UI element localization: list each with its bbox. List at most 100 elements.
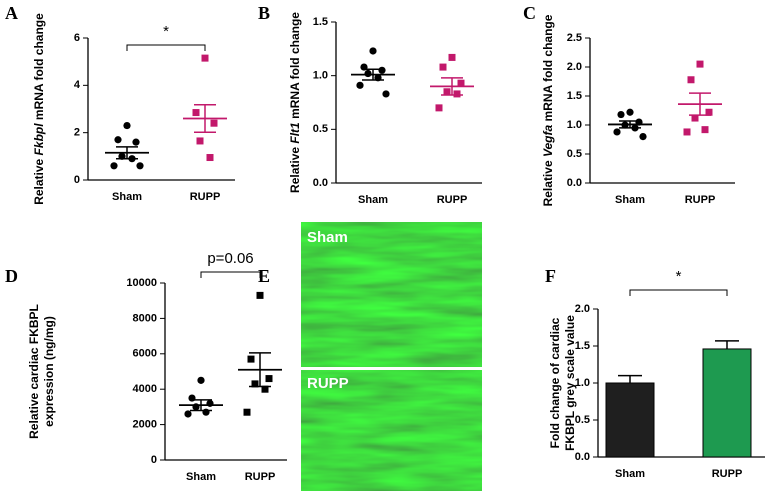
y-tick-label: 4	[74, 79, 81, 91]
significance-bracket	[200, 271, 261, 278]
x-tick-label: Sham	[615, 468, 645, 480]
y-tick-label: 0.0	[575, 451, 590, 463]
y-tick-label: 1.5	[567, 90, 582, 102]
y-tick-label: 10000	[126, 277, 157, 289]
x-tick-label: RUPP	[190, 191, 221, 203]
x-tick-label: RUPP	[712, 468, 743, 480]
y-axis-label-part: Vegfa	[541, 124, 555, 157]
y-tick-label: 6000	[133, 348, 157, 360]
y-axis-label: Fold change of cardiac	[548, 317, 562, 448]
x-tick-label: RUPP	[437, 194, 468, 206]
data-point	[136, 162, 144, 170]
y-tick-label: 6	[74, 32, 80, 44]
data-point	[705, 108, 713, 116]
y-tick-label: 1.5	[313, 16, 328, 28]
data-point	[356, 81, 364, 89]
y-axis-label-part: Relative	[541, 157, 555, 206]
data-point	[691, 114, 699, 122]
chart: A 0 2 4 6 Relative Fkbpl mRNA fold change Sham…	[5, 3, 235, 205]
y-tick-label: 2000	[133, 419, 157, 431]
y-tick-label: 0.5	[567, 148, 582, 160]
significance-label: *	[676, 268, 682, 285]
data-point	[683, 128, 691, 136]
data-point	[443, 88, 451, 96]
y-tick-label: 0	[151, 454, 157, 466]
data-point	[626, 108, 634, 116]
y-tick-label: 1.0	[575, 377, 590, 389]
panel-label: A	[5, 3, 18, 23]
y-tick-label: 0	[74, 174, 80, 186]
y-tick-label: 0.0	[313, 177, 328, 189]
y-tick-label: 1.0	[567, 119, 582, 131]
panel-label: D	[5, 266, 18, 286]
x-tick-label: Sham	[615, 194, 645, 206]
data-point	[701, 126, 709, 134]
data-point	[261, 385, 269, 393]
data-point	[696, 60, 704, 68]
x-tick-label: RUPP	[685, 194, 716, 206]
micrograph	[301, 222, 482, 367]
y-tick-label: 4000	[133, 383, 157, 395]
data-point	[197, 376, 205, 384]
data-point	[132, 138, 140, 146]
y-tick-label: 2.0	[567, 61, 582, 73]
data-point	[617, 110, 625, 119]
data-point	[378, 66, 386, 74]
panel-label: E	[258, 266, 270, 286]
y-tick-label: 0.5	[575, 414, 590, 426]
y-tick-label: 2.5	[567, 32, 582, 44]
data-point	[196, 137, 204, 145]
data-point	[364, 69, 372, 78]
data-point	[184, 410, 192, 418]
y-tick-label: 1.5	[575, 340, 590, 352]
chart: C 0.0 0.5 1.0 1.5 2.0 2.5 Relative Vegfa mRNA f…	[523, 3, 735, 206]
panel-label: F	[545, 266, 556, 286]
y-axis-label: expression (ng/mg)	[42, 316, 56, 427]
x-tick-label: Sham	[112, 191, 142, 203]
data-point	[687, 76, 695, 84]
y-axis-label: Relative cardiac FKBPL	[27, 304, 41, 439]
y-tick-label: 0.5	[313, 123, 328, 135]
y-tick-label: 8000	[133, 312, 157, 324]
chart: F 0.0 0.5 1.0 1.5 2.0 Fold change of cardiac FK…	[545, 266, 765, 480]
y-tick-label: 0.0	[567, 177, 582, 189]
data-point	[439, 63, 447, 71]
data-point	[201, 54, 209, 62]
data-point	[613, 128, 621, 136]
data-point	[110, 162, 118, 170]
panel-label: C	[523, 3, 536, 23]
chart: B 0.0 0.5 1.0 1.5 Relative Flt1 mRNA fold cha…	[258, 3, 482, 206]
data-point	[453, 90, 461, 98]
y-axis-label-part: Fkbpl	[32, 123, 46, 156]
chart: D 0 2000 4000 6000 8000 10000 Relative cardiac …	[5, 250, 287, 483]
data-point	[448, 53, 456, 61]
data-point	[251, 380, 259, 388]
significance-bracket	[126, 44, 206, 51]
significance-label: p=0.06	[207, 250, 253, 267]
y-axis-label-part: mRNA fold change	[288, 12, 302, 123]
significance-bracket	[629, 289, 728, 296]
bar	[702, 348, 752, 458]
y-axis-label-part: Relative	[288, 144, 302, 193]
y-tick-label: 2.0	[575, 303, 590, 315]
y-axis-label-part: mRNA fold change	[541, 14, 555, 125]
data-point	[123, 121, 131, 130]
x-tick-label: Sham	[186, 471, 216, 483]
data-point	[265, 375, 273, 383]
micrographs: E Sham RUPP	[258, 222, 482, 491]
bar	[605, 382, 655, 458]
data-point	[247, 355, 255, 363]
data-point	[639, 133, 647, 141]
image-label: Sham	[307, 229, 348, 246]
y-axis-label-part: mRNA fold change	[32, 13, 46, 124]
data-point	[114, 136, 122, 144]
y-axis-label: Relative Vegfa mRNA fold change	[541, 14, 555, 206]
data-point	[210, 119, 218, 127]
y-axis-label: Relative Flt1 mRNA fold change	[288, 12, 302, 193]
data-point	[256, 291, 264, 299]
data-point	[206, 154, 214, 162]
data-point	[457, 79, 465, 87]
data-point	[192, 109, 200, 117]
x-tick-label: RUPP	[245, 471, 276, 483]
